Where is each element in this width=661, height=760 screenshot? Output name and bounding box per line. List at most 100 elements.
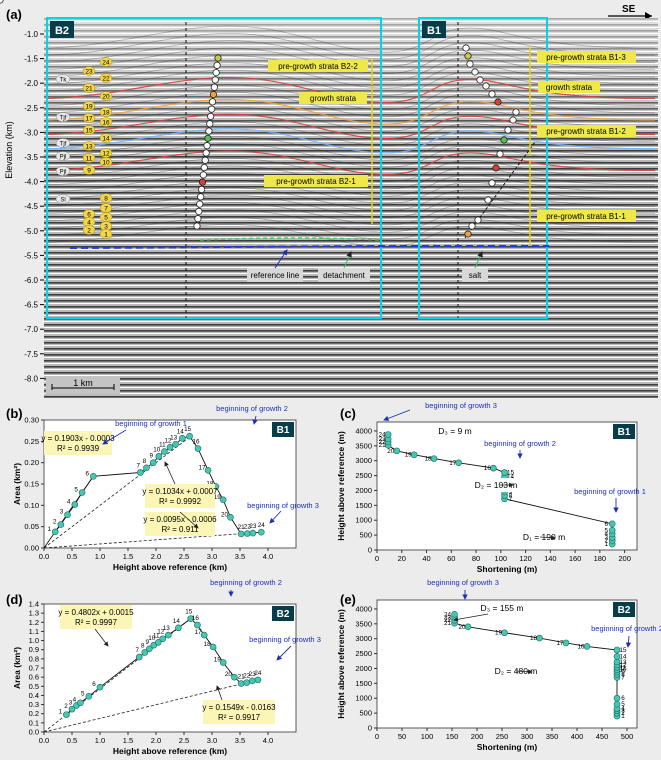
fit-arrow-icon: [179, 511, 199, 529]
growth-marker: [484, 196, 492, 204]
data-point: [583, 643, 591, 650]
x-tick-label: 4.0: [263, 736, 273, 745]
point-label: 20: [221, 511, 229, 518]
x-tick-label: 180: [594, 554, 607, 563]
data-point: [154, 639, 162, 646]
growth-marker: [206, 120, 214, 128]
y-tick-label: 0.20: [24, 458, 39, 467]
reference-dashed-line: [43, 679, 259, 733]
growth-marker: [471, 68, 479, 76]
data-point: [613, 694, 621, 702]
point-label: 24: [254, 670, 262, 677]
b1-growth-label: growth strata: [546, 83, 593, 92]
y-tick-label: 0.0: [29, 728, 39, 737]
y-tick-label: 1.4: [29, 600, 39, 609]
seismic-horizon: [47, 84, 656, 111]
point-label: 20: [387, 448, 395, 455]
growth-marker: [466, 60, 474, 68]
fit-equation: y = 0.4802x + 0.0015: [58, 608, 134, 617]
detachment-arrow-icon: [343, 251, 352, 269]
label-bg: [537, 51, 636, 63]
horizon-number: 14: [102, 136, 110, 143]
x-tick-label: 100: [421, 732, 434, 741]
seismic-horizon: [47, 216, 656, 240]
growth-annotation-arrow-icon: [252, 415, 258, 425]
horizon-number: 20: [102, 94, 110, 101]
point-label: 22: [243, 673, 251, 680]
point-label: 20: [458, 624, 466, 631]
growth-marker: [213, 61, 221, 69]
growth-marker: [464, 230, 472, 238]
data-point: [608, 520, 616, 528]
shortening-label-bg: [478, 478, 514, 492]
point-label: 11: [153, 632, 160, 639]
seismic-horizon: [47, 54, 656, 82]
y-tick-label: 500: [359, 531, 372, 540]
reference-dashed-line: [43, 531, 262, 549]
x-tick-label: 4.0: [263, 552, 273, 561]
data-point: [254, 676, 262, 684]
panel-badge-bg: [272, 422, 294, 437]
horizon-number: 17: [85, 116, 93, 123]
panel-letter-a: (a): [6, 7, 22, 22]
point-label: 19: [214, 657, 222, 664]
horizon-number: 23: [85, 69, 93, 76]
y-tick-label: 0.15: [24, 480, 39, 489]
salt-arrow-icon: [474, 251, 483, 269]
elevation-tick-label: -6.5: [24, 301, 38, 310]
detachment-label: detachment: [323, 271, 366, 280]
data-point: [194, 445, 202, 452]
horizon-number-badge: [99, 107, 113, 117]
point-label: 1: [621, 713, 625, 720]
data-point: [179, 435, 186, 442]
point-label: 23: [379, 436, 387, 443]
horizon-number-badge: [82, 113, 96, 123]
b2-pre2-label: pre-growth strata B2-2: [278, 62, 358, 71]
seismic-panel: (a) SE Elevation (km) -1.0 -1.5 -2.0 -2.5 -3…: [0, 0, 658, 398]
panel-badge: B1: [618, 427, 631, 438]
point-label: 9: [509, 489, 513, 496]
point-label: 4: [621, 706, 625, 713]
b1-box: [418, 17, 548, 319]
data-point: [257, 528, 265, 536]
data-point: [227, 513, 234, 521]
data-point: [249, 529, 257, 537]
horizon-number-badge: [99, 73, 113, 83]
horizon-number-badge: [82, 125, 96, 135]
horizon-number: 1: [104, 232, 108, 239]
growth-annotation: beginning of growth 3: [425, 401, 497, 410]
label-bg: [538, 81, 600, 93]
x-tick-label: 50: [398, 732, 406, 741]
horizon-number-badge: [99, 91, 113, 101]
chart-panel-e: (e) B2 0 50 100 150 200 250 300 350 400 450 500 0 500 1…: [336, 578, 661, 752]
data-point: [161, 448, 168, 455]
x-tick-label: 0.5: [67, 736, 77, 745]
x-tick-label: 200: [618, 554, 631, 563]
y-tick-label: 1000: [355, 516, 372, 525]
b2-box-badge: [50, 21, 74, 38]
data-point: [200, 631, 208, 639]
data-point: [137, 469, 144, 476]
point-label: 21: [238, 674, 246, 681]
data-point: [149, 459, 157, 466]
label-bg: [268, 60, 368, 72]
data-point: [172, 441, 179, 448]
point-label: 7: [621, 674, 625, 681]
y-tick-label: 1.1: [29, 627, 39, 636]
point-label: 3: [604, 534, 608, 541]
growth-annotation: beginning of growth 3: [249, 635, 321, 644]
growth-marker: [201, 156, 209, 164]
data-point: [143, 464, 150, 472]
point-label: 14: [173, 618, 181, 625]
point-label: 7: [509, 496, 513, 503]
horizon-number: 3: [104, 224, 108, 231]
x-tick-label: 0: [375, 554, 379, 563]
callout-bg: [462, 268, 488, 282]
data-point: [464, 623, 472, 631]
growth-marker: [204, 134, 212, 142]
data-point: [175, 624, 182, 632]
growth-marker: [488, 90, 496, 98]
seismic-horizon: [47, 187, 656, 211]
point-label: 23: [249, 671, 257, 678]
